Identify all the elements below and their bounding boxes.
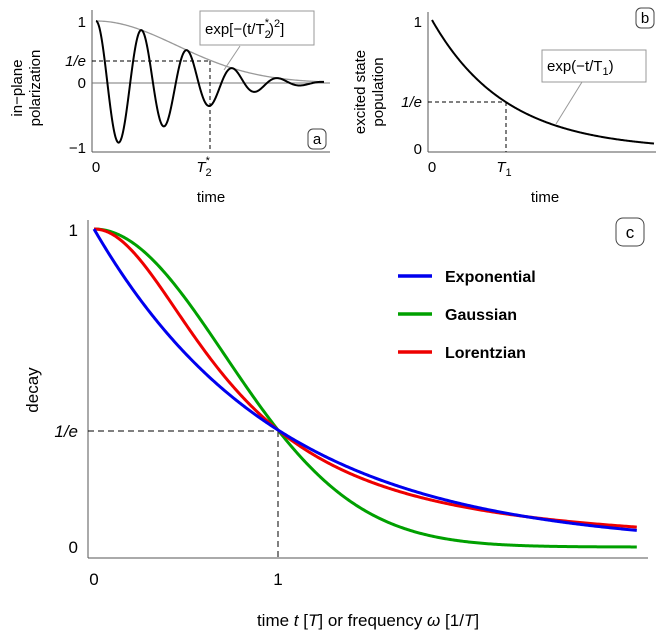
panel-c-tag-box [615, 217, 645, 247]
panel-c-curves [92, 227, 637, 549]
panel-b-xtick-0: 0 [428, 159, 436, 176]
panel-a-xtick-0: 0 [92, 159, 100, 176]
panel-c-ytick-1e: 1/e [54, 422, 78, 441]
panel-a-annotation-leader [223, 45, 241, 71]
panel-a-xlabel: time [197, 189, 225, 206]
panel-a: 1 1/e 0 −1 0 T2* time in−plane polarizat… [9, 10, 330, 206]
panel-c-xlabel: time t [T] or frequency ω [1/T] [257, 611, 479, 630]
panel-c-series-gaussian [93, 227, 637, 549]
panel-a-ylabel-line1: in−plane [9, 59, 26, 116]
panel-b-decay-curve [431, 19, 655, 145]
panel-a-tag-box [307, 128, 327, 150]
panel-a-annotation: exp[−(t/T2*)2] [205, 17, 284, 41]
panel-c-ytick-1: 1 [69, 221, 78, 240]
panel-c-legend: Exponential Gaussian Lorentzian [398, 269, 536, 362]
panel-b-annotation-box [541, 49, 647, 83]
panel-a-annotation-box [199, 10, 315, 46]
panel-a-envelope-curve [95, 20, 325, 83]
panel-a-ytick-0: 0 [78, 75, 86, 92]
panel-a-xtick-t2star: T2* [196, 155, 211, 179]
panel-c-ylabel: decay [23, 367, 42, 413]
panel-a-ytick-minus1: −1 [69, 140, 86, 157]
panel-b-ylabel-line1: excited state [352, 50, 369, 134]
panel-b-ytick-0: 0 [414, 141, 422, 158]
panel-a-ylabel-line2: polarization [27, 50, 44, 127]
panel-b-ytick-1e: 1/e [401, 94, 422, 111]
panel-b-ylabel-line2: population [370, 57, 387, 126]
panel-a-ytick-1: 1 [78, 14, 86, 31]
legend-label-gaussian: Gaussian [445, 307, 517, 324]
panel-c-xtick-0: 0 [89, 570, 98, 589]
panel-b-annotation: exp(−t/T1) [547, 58, 614, 78]
panel-c-xtick-1: 1 [273, 570, 282, 589]
panel-c-series-lorentzian [93, 227, 637, 529]
legend-label-lorentzian: Lorentzian [445, 345, 526, 362]
panel-a-tag: a [313, 131, 322, 148]
panel-b-tag: b [641, 10, 649, 27]
panel-c-ytick-0: 0 [69, 538, 78, 557]
panel-b-annotation-leader [555, 81, 583, 125]
panel-a-oscillation-curve [95, 20, 325, 144]
panel-b-xlabel: time [531, 189, 559, 206]
panel-b-ytick-1: 1 [414, 14, 422, 31]
panel-a-ytick-1e: 1/e [65, 53, 86, 70]
panel-c-tag: c [626, 223, 635, 242]
panel-b-xtick-t1: T1 [496, 159, 511, 179]
panel-c-series-exponential [92, 228, 637, 532]
panel-c: 1 1/e 0 0 1 time t [T] or frequency ω [1… [23, 217, 648, 630]
panel-b: 1 1/e 0 0 T1 time excited state populati… [352, 7, 656, 206]
panel-b-tag-box [635, 7, 655, 29]
legend-label-exponential: Exponential [445, 269, 536, 286]
